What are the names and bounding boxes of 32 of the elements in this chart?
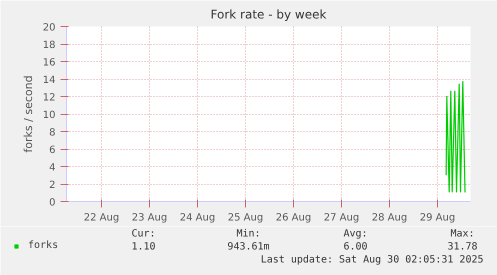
text: Min: bbox=[236, 228, 261, 240]
y-tick-label: 6 bbox=[49, 145, 56, 156]
y-tick-label: 20 bbox=[42, 22, 56, 34]
y-tick-label: 16 bbox=[42, 58, 56, 68]
text: Cur: bbox=[131, 228, 156, 240]
x-tick-label: 28 Aug bbox=[372, 212, 408, 224]
text: Max: bbox=[450, 228, 475, 240]
text: 31.78 bbox=[447, 242, 478, 252]
x-tick-label: 22 Aug bbox=[84, 212, 120, 224]
y-tick-label: 4 bbox=[49, 162, 56, 174]
text: Last update: Sat Aug 30 02:05:31 2025 bbox=[260, 254, 484, 266]
y-tick-label: 0 bbox=[49, 198, 56, 208]
x-tick-label: 25 Aug bbox=[228, 212, 264, 224]
x-tick-label: 26 Aug bbox=[276, 212, 312, 224]
y-axis-title: forks / second bbox=[22, 75, 35, 153]
y-tick-label: 18 bbox=[42, 40, 56, 51]
y-tick-label: 2 bbox=[49, 180, 56, 191]
text: Avg: bbox=[343, 228, 368, 240]
y-tick-label: 12 bbox=[42, 92, 56, 104]
text: 943.61m bbox=[227, 242, 270, 252]
x-tick-label: 27 Aug bbox=[324, 212, 360, 224]
legend-label: forks bbox=[28, 240, 58, 251]
text: 6.00 bbox=[343, 242, 368, 252]
x-tick-label: 29 Aug bbox=[420, 212, 456, 224]
line-series bbox=[446, 81, 466, 192]
text: 1.10 bbox=[131, 242, 156, 252]
y-tick-label: 8 bbox=[49, 128, 56, 138]
y-tick-label: 14 bbox=[42, 75, 56, 86]
x-tick-label: 23 Aug bbox=[132, 212, 168, 224]
y-tick-label: 10 bbox=[42, 110, 56, 121]
chart-title: Fork rate - by week bbox=[210, 8, 327, 22]
x-tick-label: 24 Aug bbox=[180, 212, 216, 224]
